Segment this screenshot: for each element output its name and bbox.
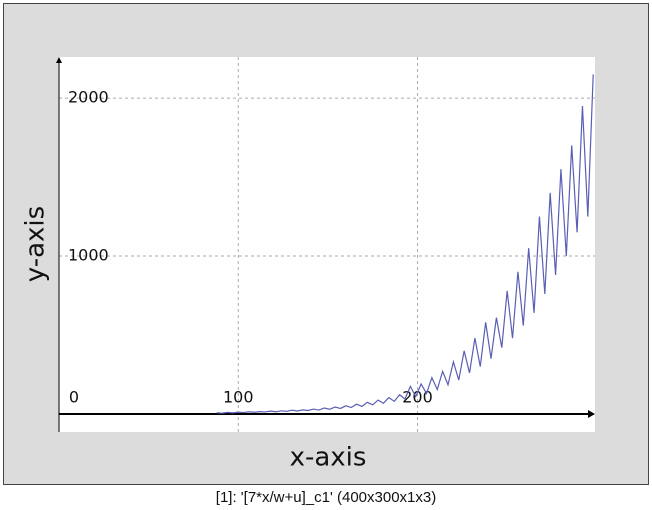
x-axis-label: x-axis — [290, 443, 367, 473]
x-tick-label: 0 — [69, 387, 79, 406]
data-line — [216, 74, 594, 414]
x-axis-arrow — [588, 409, 595, 418]
plot-area — [59, 57, 595, 432]
y-tick-label: 1000 — [68, 246, 109, 265]
y-axis-label: y-axis — [21, 206, 51, 282]
y-axis-arrow — [56, 57, 62, 63]
x-tick-label: 100 — [223, 387, 254, 406]
x-tick-label: 200 — [402, 387, 433, 406]
y-tick-label: 2000 — [68, 88, 109, 107]
caption: [1]: '[7*x/w+u]_c1' (400x300x1x3) — [216, 489, 436, 506]
